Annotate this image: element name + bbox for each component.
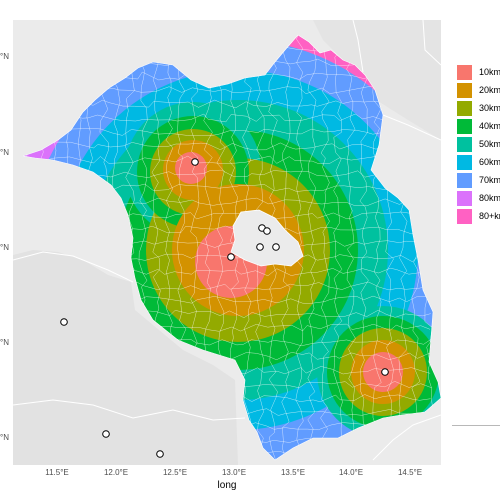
y-tick-label: °N (0, 148, 9, 157)
district-border (23, 127, 431, 136)
legend-item: 40km (457, 118, 500, 135)
legend-label: 80+km (479, 211, 500, 221)
center-point (102, 430, 110, 438)
x-axis-title: long (217, 480, 237, 491)
legend-label: 40km (479, 121, 500, 131)
legend-label: 80km (479, 193, 500, 203)
y-tick-label: °N (0, 52, 9, 61)
legend-key (457, 83, 472, 98)
map-panel (13, 20, 441, 465)
y-tick-label: °N (0, 338, 9, 347)
x-tick-label: 14.5°E (397, 468, 423, 477)
legend-key (457, 65, 472, 80)
distance-band (175, 152, 207, 184)
center-point (156, 450, 164, 458)
map-svg (13, 20, 441, 465)
district-border (23, 155, 432, 164)
center-point (191, 158, 199, 166)
center-point (263, 227, 271, 235)
legend-item: 80km (457, 190, 500, 207)
x-tick-label: 14.0°E (338, 468, 364, 477)
legend-item: 30km (457, 100, 500, 117)
center-points (60, 158, 389, 458)
legend-item: 70km (457, 172, 500, 189)
legend-key (457, 137, 472, 152)
district-border (320, 35, 330, 460)
center-point (381, 368, 389, 376)
legend-key (457, 101, 472, 116)
legend-item: 50km (457, 136, 500, 153)
legend-label: 20km (479, 85, 500, 95)
legend-key (457, 191, 472, 206)
center-point (272, 243, 280, 251)
x-tick-label: 13.5°E (280, 468, 306, 477)
outside-regions (13, 20, 441, 465)
legend-item: 10km (457, 64, 500, 81)
legend-label: 30km (479, 103, 500, 113)
state-outline (22, 34, 441, 461)
legend-item: 60km (457, 154, 500, 171)
center-point (60, 318, 68, 326)
divider-line (452, 425, 500, 426)
district-border (295, 35, 304, 460)
district-border (23, 141, 432, 151)
legend-key (457, 173, 472, 188)
legend-label: 60km (479, 157, 500, 167)
legend-key (457, 155, 472, 170)
legend-key (457, 119, 472, 134)
district-border (359, 35, 369, 460)
x-tick-label: 12.0°E (103, 468, 129, 477)
legend-label: 10km (479, 67, 500, 77)
berlin-area (230, 209, 304, 267)
district-border (372, 35, 382, 459)
x-tick-label: 13.0°E (221, 468, 247, 477)
center-point (256, 243, 264, 251)
legend-label: 50km (479, 139, 500, 149)
y-tick-label: °N (0, 243, 9, 252)
y-tick-label: °N (0, 433, 9, 442)
legend-label: 70km (479, 175, 500, 185)
legend-item: 20km (457, 82, 500, 99)
district-border (307, 35, 317, 460)
legend-key (457, 209, 472, 224)
legend-item: 80+km (457, 208, 500, 225)
x-tick-label: 11.5°E (45, 468, 69, 477)
center-point (227, 253, 235, 261)
x-tick-label: 12.5°E (162, 468, 188, 477)
district-border (346, 35, 356, 460)
district-border (23, 113, 428, 123)
district-border (333, 35, 343, 460)
